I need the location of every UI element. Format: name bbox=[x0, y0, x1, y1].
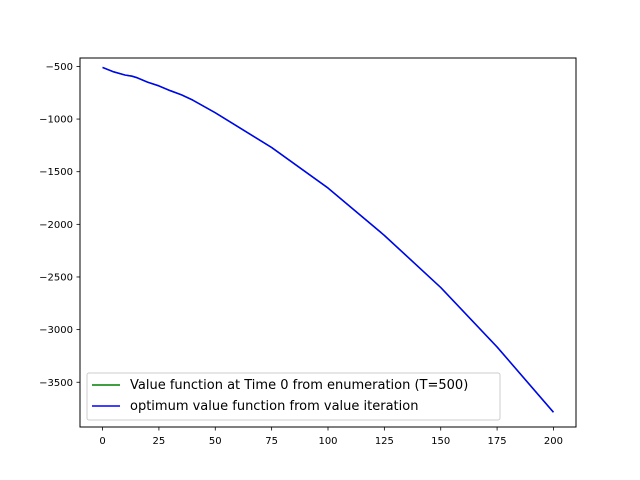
x-tick-label: 125 bbox=[375, 436, 394, 447]
y-axis: −500 −1000 −1500 −2000 −2500 −3000 −3500 bbox=[39, 62, 80, 389]
y-tick-label: −2500 bbox=[39, 272, 73, 283]
x-tick-label: 175 bbox=[488, 436, 507, 447]
axes-background bbox=[80, 58, 576, 427]
series-layer bbox=[102, 66, 555, 413]
y-tick-label: −2000 bbox=[39, 220, 73, 231]
y-tick-label: −1000 bbox=[39, 115, 73, 126]
x-tick-label: 25 bbox=[153, 436, 166, 447]
x-axis: 0 25 50 75 100 125 150 175 200 bbox=[99, 427, 563, 447]
plot-area bbox=[79, 57, 577, 428]
legend-label-1: Value function at Time 0 from enumeratio… bbox=[130, 378, 468, 393]
x-tick-label: 50 bbox=[209, 436, 222, 447]
y-tick-label: −500 bbox=[46, 62, 73, 73]
x-tick-label: 75 bbox=[265, 436, 278, 447]
x-tick-label: 200 bbox=[544, 436, 563, 447]
x-tick-label: 0 bbox=[99, 436, 105, 447]
x-tick-label: 150 bbox=[431, 436, 450, 447]
y-tick-label: −3500 bbox=[39, 378, 73, 389]
x-tick-label: 100 bbox=[318, 436, 337, 447]
series-line-2 bbox=[102, 66, 555, 413]
legend-label-2: optimum value function from value iterat… bbox=[130, 399, 418, 414]
y-tick-label: −1500 bbox=[39, 167, 73, 178]
legend-box bbox=[86, 372, 501, 421]
legend: Value function at Time 0 from enumeratio… bbox=[86, 372, 501, 421]
y-tick-label: −3000 bbox=[39, 325, 73, 336]
